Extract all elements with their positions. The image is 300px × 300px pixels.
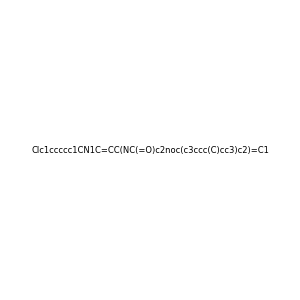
Text: Clc1ccccc1CN1C=CC(NC(=O)c2noc(c3ccc(C)cc3)c2)=C1: Clc1ccccc1CN1C=CC(NC(=O)c2noc(c3ccc(C)cc…: [31, 146, 269, 154]
